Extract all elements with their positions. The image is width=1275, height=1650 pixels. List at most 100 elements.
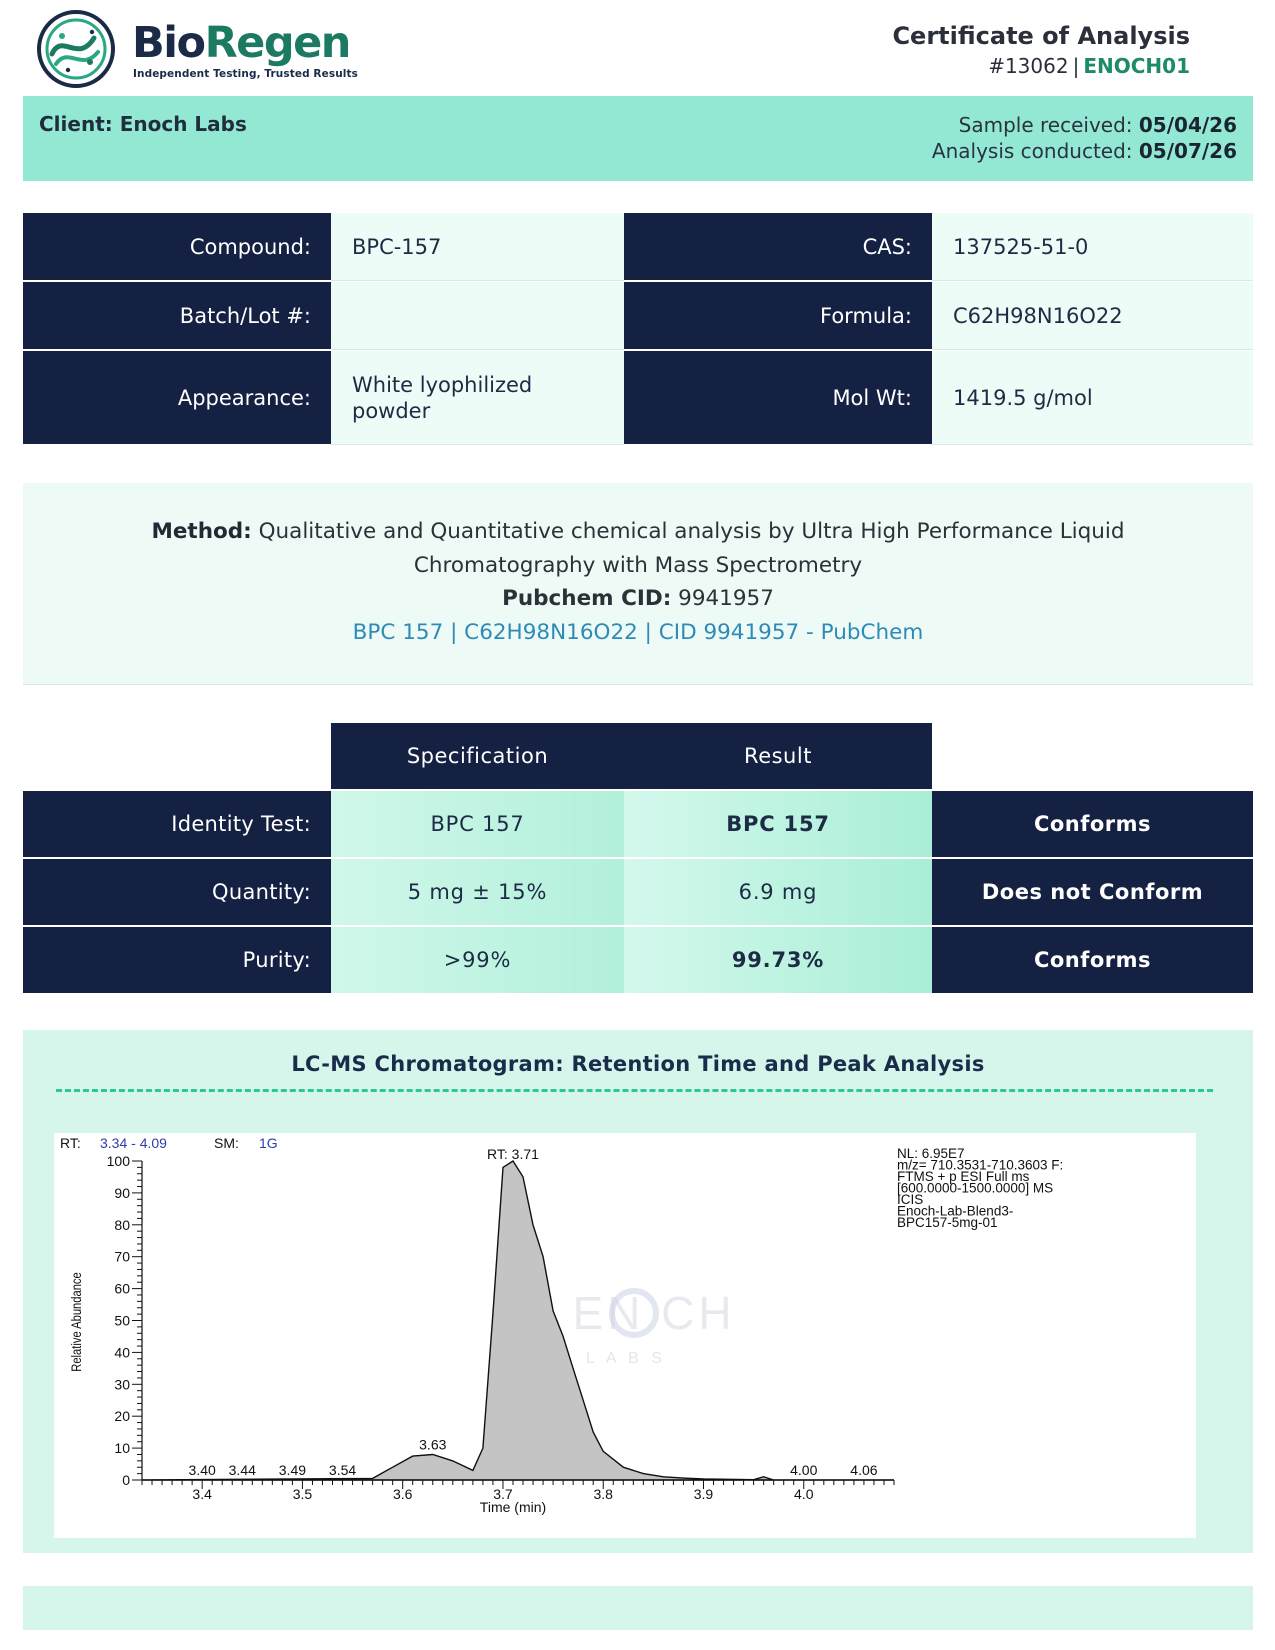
batch-value [331,282,624,350]
quantity-result: 6.9 mg [624,859,932,925]
y-tick-label: 0 [122,1472,130,1488]
x-tick-label: 3.6 [393,1486,413,1502]
client-band: Client: Enoch Labs Sample received: 05/0… [23,96,1253,181]
y-tick-label: 90 [114,1185,130,1201]
brand-part-regen: Regen [204,18,352,68]
purity-verdict: Conforms [932,927,1253,993]
y-tick-label: 40 [114,1344,130,1360]
compound-value: BPC-157 [331,213,624,281]
identity-test-verdict: Conforms [932,791,1253,857]
client-name: Client: Enoch Labs [39,112,247,136]
chromatogram-panel: RT: 3.34 - 4.09 SM: 1G EN CH L A B S 0 10… [54,1133,1196,1538]
x-axis: 3.4 3.5 3.6 3.7 3.8 3.9 4.0 [141,1479,895,1502]
y-tick-label: 20 [114,1408,130,1424]
mol-wt-value: 1419.5 g/mol [932,351,1253,445]
brand-tagline: Independent Testing, Trusted Results [133,68,358,80]
y-tick-label: 70 [114,1249,130,1265]
quantity-label: Quantity: [23,859,331,925]
sample-received-row: Sample received: 05/04/26 [932,112,1237,138]
batch-label: Batch/Lot #: [23,282,331,349]
y-tick-label: 80 [114,1217,130,1233]
watermark-subtext: L A B S [586,1350,666,1367]
y-tick-label: 30 [114,1376,130,1392]
y-tick-label: 10 [114,1440,130,1456]
logo-mark-icon [37,10,115,88]
analysis-conducted-date: 05/07/26 [1138,139,1237,163]
instrument-info-line: BPC157-5mg-01 [897,1215,998,1230]
compound-label: Compound: [23,213,331,280]
method-description: Method: Qualitative and Quantitative che… [83,515,1193,583]
chromatogram-title: LC-MS Chromatogram: Retention Time and P… [291,1052,985,1076]
pubchem-cid: Pubchem CID: 9941957 [23,586,1253,611]
sm-value: 1G [259,1135,278,1151]
peak-labels: 3.40 3.44 3.49 3.54 3.63 4.00 4.06 [189,1436,878,1478]
purity-label: Purity: [23,927,331,993]
y-axis-title: Relative Abundance [69,1272,84,1371]
method-section: Method: Qualitative and Quantitative che… [23,483,1253,685]
mol-wt-label: Mol Wt: [624,351,932,444]
x-tick-label: 4.0 [794,1486,814,1502]
purity-result: 99.73% [624,927,932,993]
instrument-info-line: [600.0000-1500.0000] MS [897,1181,1053,1196]
peak-label: 3.44 [229,1462,256,1478]
identity-test-result: BPC 157 [624,791,932,857]
instrument-info-line: Enoch-Lab-Blend3- [897,1204,1013,1219]
analysis-conducted-row: Analysis conducted: 05/07/26 [932,138,1237,164]
biorégen-logo [36,10,366,92]
peak-label: 3.40 [189,1462,216,1478]
footer-band [23,1586,1253,1630]
chromatogram-section: LC-MS Chromatogram: Retention Time and P… [23,1030,1253,1553]
analysis-conducted-label: Analysis conducted: [931,139,1133,163]
analysis-dates: Sample received: 05/04/26 Analysis condu… [932,112,1237,164]
document-number: #13062 | ENOCH01 [988,54,1190,78]
separator: | [1072,54,1080,78]
appearance-value: White lyophilized powder [331,351,624,445]
chromatogram-chart: RT: 3.34 - 4.09 SM: 1G EN CH L A B S 010… [60,1135,1063,1515]
instrument-info-line: NL: 6.95E7 [897,1146,965,1161]
cas-value: 137525-51-0 [932,213,1253,281]
cas-label: CAS: [624,213,932,280]
x-tick-label: 3.8 [593,1486,613,1502]
instrument-info-line: ICIS [897,1192,923,1207]
peak-label: 4.00 [790,1462,817,1478]
method-label: Method: [151,519,252,544]
quantity-verdict: Does not Conform [932,859,1253,925]
x-tick-label: 3.7 [493,1486,513,1502]
main-peak-label: RT: 3.71 [487,1146,539,1162]
pubchem-link[interactable]: BPC 157 | C62H98N16O22 | CID 9941957 - P… [352,620,924,645]
formula-label: Formula: [624,282,932,349]
document-title: Certificate of Analysis [892,22,1190,50]
purity-spec: >99% [331,927,624,993]
x-axis-title: Time (min) [480,1499,546,1515]
y-tick-label: 60 [114,1281,130,1297]
quantity-spec: 5 mg ± 15% [331,859,624,925]
peak-area [141,1160,894,1481]
sample-received-date: 05/04/26 [1138,113,1237,137]
y-tick-label: 50 [114,1313,130,1329]
x-tick-label: 3.4 [192,1486,212,1502]
watermark-logo-icon [609,1288,659,1338]
rt-range-label: RT: [60,1135,81,1151]
rt-range-value: 3.34 - 4.09 [100,1135,167,1151]
brand-name: BioRegen [132,18,352,68]
identity-test-label: Identity Test: [23,791,331,857]
pubchem-label: Pubchem CID: [502,586,672,611]
brand-part-bio: Bio [132,18,206,68]
y-axis: 0 10 20 30 40 50 60 70 80 90 100 [107,1153,143,1488]
peak-label: 3.63 [419,1436,446,1452]
formula-value: C62H98N16O22 [932,282,1253,350]
chromatogram-trace [141,1160,894,1481]
instrument-info-line: m/z= 710.3531-710.3603 F: [897,1158,1063,1173]
peak-label: 3.54 [329,1462,356,1478]
x-tick-label: 3.9 [694,1486,714,1502]
method-text: Qualitative and Quantitative chemical an… [258,519,1125,578]
x-tick-label: 3.5 [293,1486,313,1502]
y-tick-label: 100 [107,1153,131,1169]
specification-header: Specification [331,723,624,789]
sample-received-label: Sample received: [958,113,1133,137]
identity-test-spec: BPC 157 [331,791,624,857]
peak-label: 4.06 [850,1462,877,1478]
instrument-info-line: FTMS + p ESI Full ms [897,1169,1030,1184]
peak-label: 3.49 [279,1462,306,1478]
